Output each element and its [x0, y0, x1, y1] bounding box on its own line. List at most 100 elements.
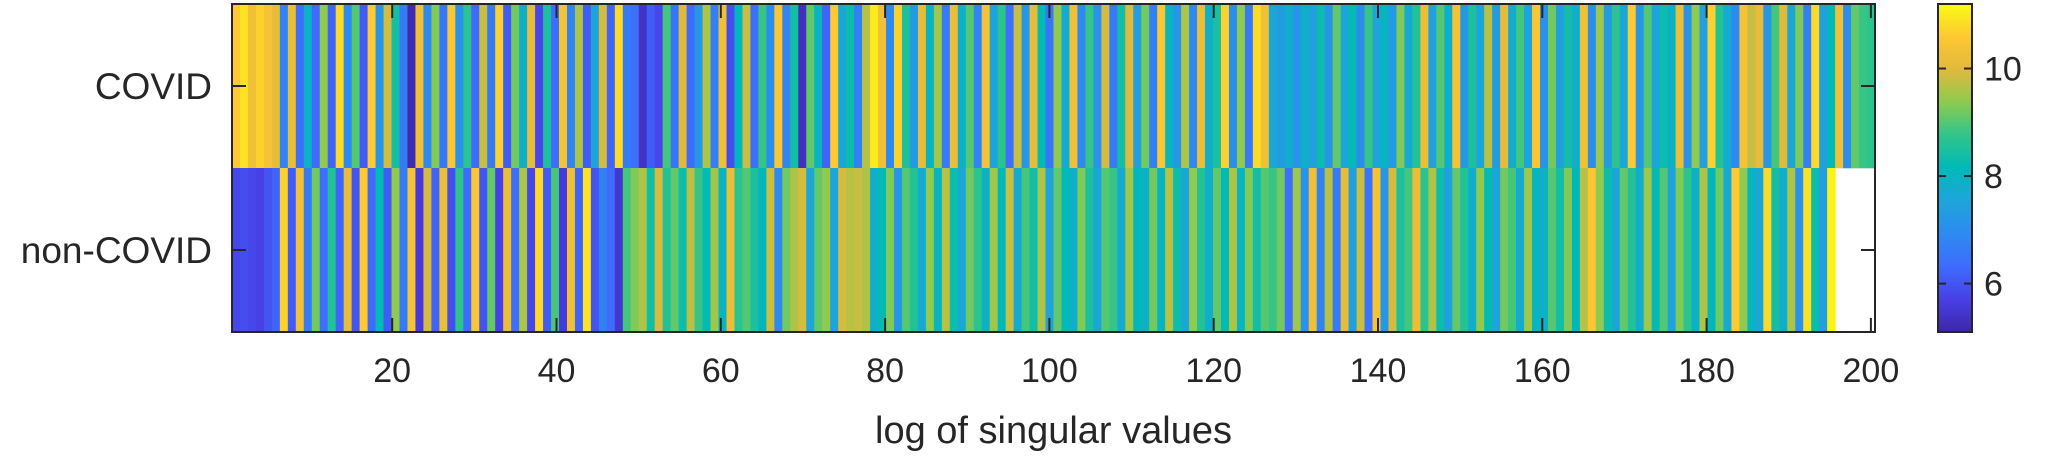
heatmap-cell — [1827, 168, 1836, 333]
heatmap-cell — [957, 4, 967, 169]
heatmap-cell — [1133, 168, 1142, 333]
heatmap-cell — [1037, 4, 1047, 169]
heatmap-cell — [1532, 4, 1541, 169]
heatmap-cell — [893, 4, 903, 169]
heatmap-cell — [431, 4, 440, 169]
heatmap-cell — [694, 168, 704, 333]
heatmap-cell — [1524, 4, 1533, 169]
row-label: COVID — [95, 66, 212, 107]
heatmap-cell — [359, 4, 369, 169]
heatmap-cell — [1611, 4, 1621, 169]
heatmap-cell — [1476, 168, 1485, 333]
x-tick-label: 80 — [866, 352, 904, 390]
heatmap-cell — [1500, 168, 1509, 333]
heatmap-cell — [287, 4, 297, 169]
heatmap-cell — [1587, 168, 1597, 333]
heatmap-cell — [1508, 4, 1517, 169]
heatmap-cell — [654, 4, 664, 169]
heatmap-cell — [279, 168, 289, 333]
heatmap-cell — [407, 4, 417, 169]
heatmap-cell — [1571, 168, 1581, 333]
heatmap-cell — [1181, 4, 1190, 169]
heatmap-cell — [255, 168, 265, 333]
heatmap-cell — [1284, 168, 1294, 333]
heatmap-cell — [1077, 168, 1087, 333]
heatmap-cell — [271, 4, 281, 169]
heatmap-cell — [1643, 4, 1653, 169]
heatmap-cell — [295, 4, 305, 169]
heatmap-cell — [519, 4, 528, 169]
heatmap-cell — [1611, 168, 1621, 333]
heatmap-cell — [886, 168, 895, 333]
heatmap-cell — [678, 4, 688, 169]
heatmap-cell — [901, 4, 911, 169]
heatmap-cell — [1093, 168, 1102, 333]
heatmap-cell — [399, 168, 409, 333]
heatmap-cell — [311, 168, 321, 333]
heatmap-cell — [1699, 168, 1709, 333]
heatmap-cell — [949, 168, 959, 333]
heatmap-cell — [582, 168, 592, 333]
heatmap-cell — [471, 168, 480, 333]
heatmap-cell — [917, 4, 927, 169]
heatmap-cell — [742, 168, 752, 333]
heatmap-cell — [1795, 4, 1804, 169]
heatmap-cell — [1141, 168, 1150, 333]
heatmap-cell — [878, 4, 887, 169]
heatmap-cell — [1236, 168, 1246, 333]
heatmap-cell — [1739, 4, 1748, 169]
heatmap-cell — [1173, 4, 1182, 169]
heatmap-cell — [574, 168, 584, 333]
heatmap-cell — [1117, 4, 1126, 169]
heatmap-cell — [487, 4, 496, 169]
heatmap-cell — [1540, 4, 1549, 169]
heatmap-cell — [1284, 4, 1294, 169]
heatmap-cell — [1077, 4, 1087, 169]
heatmap-cell — [1205, 4, 1214, 169]
heatmap-cell — [1117, 168, 1126, 333]
heatmap-cell — [1069, 4, 1079, 169]
heatmap-cell — [367, 168, 377, 333]
heatmap-cell — [343, 4, 353, 169]
heatmap-cell — [933, 4, 943, 169]
heatmap-cell — [1843, 4, 1852, 169]
heatmap-cell — [965, 4, 975, 169]
heatmap-cell — [1396, 168, 1406, 333]
heatmap-cell — [1731, 168, 1741, 333]
heatmap-cell — [1460, 4, 1469, 169]
heatmap-cell — [1563, 168, 1573, 333]
colorbar-gradient — [1938, 4, 1972, 332]
heatmap-cell — [1220, 4, 1230, 169]
heatmap-cell — [351, 168, 361, 333]
heatmap-cell — [901, 168, 911, 333]
heatmap-cell — [1348, 168, 1358, 333]
heatmap-cell — [1013, 168, 1023, 333]
heatmap-cell — [1165, 168, 1174, 333]
heatmap-cell — [1779, 168, 1788, 333]
heatmap-cell — [566, 168, 576, 333]
heatmap-cell — [1723, 4, 1733, 169]
heatmap-cell — [255, 4, 265, 169]
colorbar-ticks: 6 8 10 — [1938, 51, 2022, 304]
heatmap-cell — [1803, 4, 1812, 169]
heatmap-cell — [287, 168, 297, 333]
heatmap-cell — [1013, 4, 1023, 169]
heatmap-cell — [957, 168, 967, 333]
heatmap-cell — [774, 168, 783, 333]
heatmap-cell — [1468, 4, 1477, 169]
heatmap-cell — [1492, 168, 1501, 333]
heatmap-cell — [893, 168, 903, 333]
heatmap-cell — [463, 4, 472, 169]
heatmap-cell — [1244, 4, 1254, 169]
heatmap-cell — [1819, 4, 1828, 169]
heatmap-cell — [1683, 4, 1693, 169]
heatmap-cell — [1252, 168, 1262, 333]
heatmap-cell — [1085, 4, 1094, 169]
heatmap-cell — [870, 168, 879, 333]
heatmap-cell — [854, 168, 863, 333]
heatmap-cell — [862, 168, 871, 333]
heatmap-cell — [614, 168, 624, 333]
heatmap-cell — [455, 4, 464, 169]
heatmap-cell — [1252, 4, 1262, 169]
heatmap-cell — [1428, 4, 1437, 169]
